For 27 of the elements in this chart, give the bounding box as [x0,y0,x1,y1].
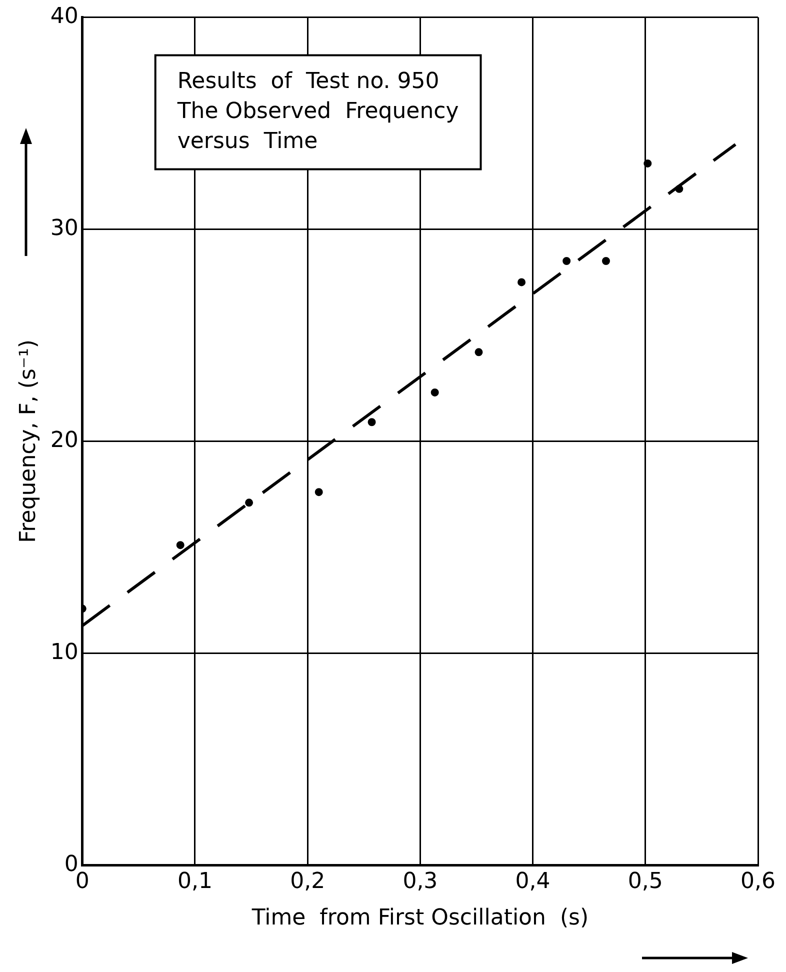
x-tick-label: 0,3 [402,869,438,894]
y-tick-label: 20 [50,428,78,453]
y-axis-title: Frequency, F, (s⁻¹) [16,340,41,543]
point [562,257,571,265]
point [602,257,610,265]
point [675,184,684,193]
point [245,498,254,507]
point [474,348,483,356]
x-tick-label: 0,4 [515,869,550,894]
y-tick-label: 40 [50,4,78,29]
point [176,541,184,550]
y-tick-label: 10 [50,640,78,665]
x-axis-title: Time from First Oscillation (s) [250,906,589,931]
x-tick-label: 0,6 [740,869,776,894]
annotation: The Observed Frequency [176,98,459,124]
point [368,418,376,426]
point [518,278,526,286]
y-tick-label: 30 [50,216,78,241]
point [430,388,439,396]
x-tick-label: 0,2 [290,869,326,894]
y-tick-label: 0 [64,852,78,877]
point [644,159,652,168]
x-tick-label: 0,1 [177,869,212,894]
annotation: Results of Test no. 950 [177,68,440,94]
annotation: versus Time [177,128,318,154]
point [314,488,323,496]
x-tick-label: 0,5 [628,869,663,894]
